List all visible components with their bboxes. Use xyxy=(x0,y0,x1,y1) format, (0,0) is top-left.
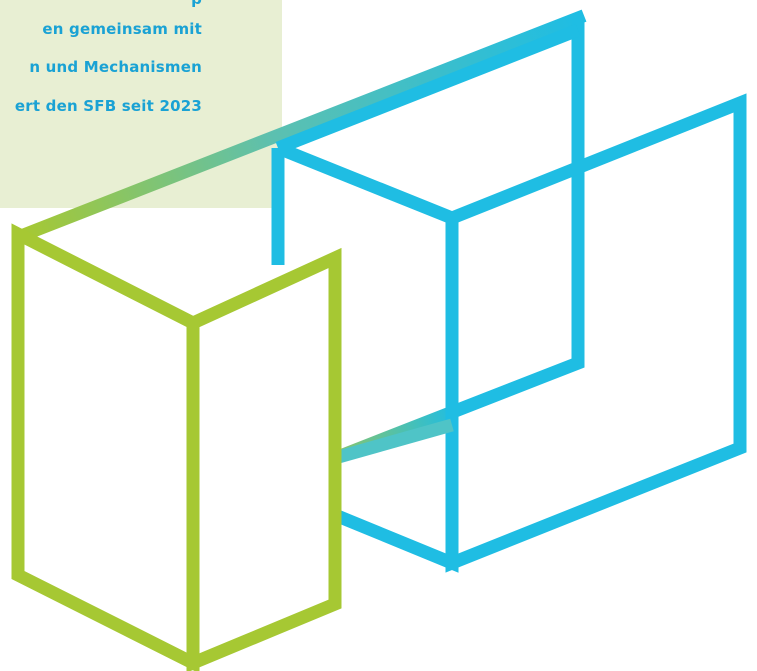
frame-blue-top-cross xyxy=(275,23,581,155)
frame-blue-right-face xyxy=(445,93,747,573)
text-line-2: n und Mechanismen xyxy=(29,58,202,76)
text-line-1: en gemeinsam mit xyxy=(42,20,202,38)
frame-back-blue-right xyxy=(332,18,585,465)
frame-blue-middle-edge xyxy=(333,418,454,465)
frame-green-box-side xyxy=(186,247,342,671)
text-line-partial-top: p xyxy=(191,0,202,8)
frame-green-box-front xyxy=(11,223,200,671)
text-line-3: ert den SFB seit 2023 xyxy=(14,97,202,115)
frame-blue-left-face xyxy=(275,141,459,573)
text-panel: p en gemeinsam mit n und Mechanismen ert… xyxy=(0,0,282,208)
frame-top-gradient-edge xyxy=(17,9,587,243)
